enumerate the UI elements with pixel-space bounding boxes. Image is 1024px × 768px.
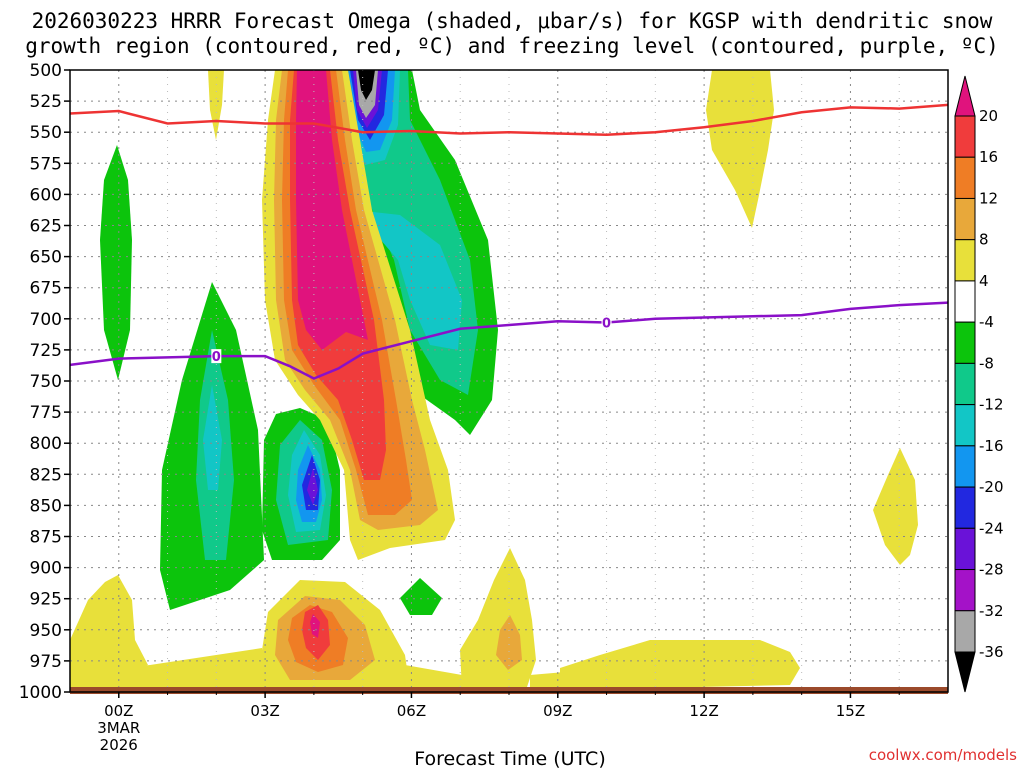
y-tick-label-1000: 1000 (19, 683, 62, 703)
freezing-label-bg (601, 315, 612, 330)
y-tick-label-975: 975 (30, 652, 62, 672)
freezing-level-label: 0 (602, 317, 611, 332)
colorbar-tick-label: -16 (979, 437, 1004, 455)
y-tick-label-625: 625 (30, 217, 62, 237)
x-axis-label: Forecast Time (UTC) (414, 748, 605, 768)
colorbar-bottom-arrow (954, 651, 976, 693)
grid (70, 70, 948, 692)
y-tick-label-900: 900 (30, 559, 62, 579)
y-tick-label-525: 525 (30, 92, 62, 112)
y-tick-label-700: 700 (30, 310, 62, 330)
x-tick-label-9: 09Z (543, 702, 572, 720)
omega-region-yellow-low-00z (70, 575, 148, 690)
colorbar-tick-label: 16 (979, 148, 998, 166)
x-tick-label-6: 06Z (397, 702, 426, 720)
omega-region-yellow-low-10z (560, 640, 800, 690)
x-tick-year: 2026 (100, 736, 138, 754)
credit-text: coolwx.com/models (869, 746, 1017, 764)
colorbar-box (954, 156, 976, 199)
omega-region-yellow-low-08z (460, 548, 536, 690)
y-tick-label-825: 825 (30, 465, 62, 485)
omega-region-yellow-16z (873, 448, 918, 565)
x-tick-date: 3MAR (97, 719, 140, 737)
y-tick-label-950: 950 (30, 621, 62, 641)
chart-title-line1: 2026030223 HRRR Forecast Omega (shaded, … (31, 9, 993, 33)
colorbar-tick-label: -12 (979, 396, 1004, 414)
colorbar-tick-label: 20 (979, 107, 998, 125)
colorbar-box (954, 115, 976, 158)
colorbar-top-arrow (954, 75, 976, 117)
colorbar-tick-label: -36 (979, 643, 1004, 661)
colorbar-box (954, 569, 976, 612)
omega-region-purple-04z (307, 468, 318, 505)
y-tick-label-875: 875 (30, 528, 62, 548)
colorbar-tick-label: 4 (979, 272, 989, 290)
y-tick-label-925: 925 (30, 590, 62, 610)
colorbar-box (954, 362, 976, 406)
omega-region-gold-low-08z (496, 615, 522, 670)
colorbar-tick-label: 12 (979, 189, 998, 207)
ground-strip (70, 687, 948, 694)
colorbar-box (954, 239, 976, 282)
omega-region-yellow-aloft-13z (706, 70, 774, 228)
omega-region-magenta-low (310, 614, 320, 638)
contours (70, 103, 948, 380)
freezing-level-labels: 00 (211, 315, 612, 365)
chart-title-line2: growth region (contoured, red, ºC) and f… (25, 34, 999, 58)
dgz-line (70, 103, 948, 136)
colorbar-tick-label: 8 (979, 231, 989, 249)
freezing-level-label: 0 (212, 350, 221, 365)
colorbar-box (954, 610, 976, 653)
y-tick-label-850: 850 (30, 496, 62, 516)
colorbar-tick-label: -32 (979, 602, 1004, 620)
colorbar-box (954, 321, 976, 364)
y-tick-label-500: 500 (30, 61, 62, 81)
colorbar-box (954, 280, 976, 323)
omega-region-yellow-ground-2 (530, 672, 565, 690)
freezing-level-line (70, 301, 948, 380)
y-tick-label-550: 550 (30, 123, 62, 143)
omega-region-cyan-02z (203, 385, 222, 490)
x-tick-label-3: 03Z (250, 702, 279, 720)
colorbar-tick-label: -24 (979, 519, 1004, 537)
omega-region-cyan-aloft (355, 210, 462, 350)
y-tick-label-800: 800 (30, 434, 62, 454)
y-axis: 500 525 550 575 600 625 650 675 700 725 750 775 800 8… (19, 61, 70, 703)
y-tick-label-775: 775 (30, 403, 62, 423)
x-tick-label-12: 12Z (689, 702, 718, 720)
omega-region-green-low-06z (400, 578, 442, 615)
y-tick-label-725: 725 (30, 341, 62, 361)
omega-region-yellow-ground-mid (405, 665, 462, 690)
y-tick-label-650: 650 (30, 248, 62, 268)
colorbar-box (954, 486, 976, 529)
y-tick-label-600: 600 (30, 185, 62, 205)
omega-region-green-00z (100, 145, 132, 380)
omega-region-yellow-ground (70, 648, 262, 690)
x-tick-label-15: 15Z (836, 702, 865, 720)
y-tick-label-575: 575 (30, 154, 62, 174)
colorbar-box (954, 445, 976, 488)
colorbar: 20 16 12 8 4 -4 -8 -12 -16 -20 -24 -28 -32 -36 (954, 75, 1004, 693)
colorbar-tick-label: -20 (979, 478, 1004, 496)
colorbar-tick-label: -8 (979, 354, 994, 372)
colorbar-tick-label: -28 (979, 561, 1004, 579)
colorbar-box (954, 197, 976, 241)
colorbar-box (954, 404, 976, 447)
omega-shading (70, 70, 918, 690)
y-tick-label-675: 675 (30, 279, 62, 299)
y-tick-label-750: 750 (30, 372, 62, 392)
colorbar-box (954, 527, 976, 571)
colorbar-tick-label: -4 (979, 313, 994, 331)
x-tick-label-0: 00Z (104, 702, 133, 720)
freezing-label-bg (211, 349, 222, 364)
